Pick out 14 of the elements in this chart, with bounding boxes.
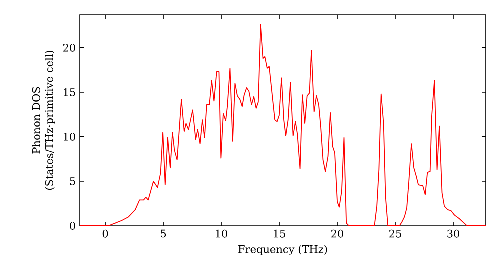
x-tick-label: 10 (216, 230, 228, 238)
y-tick-label: 0 (70, 222, 76, 230)
x-tick-label: 5 (161, 230, 166, 238)
y-axis-title: Phonon DOS (States/THz·primitive cell) (32, 50, 56, 190)
y-tick-label: 10 (64, 132, 76, 141)
x-tick-label: 0 (102, 230, 108, 238)
x-axis-title: Frequency (THz) (238, 245, 328, 256)
y-tick-label: 15 (64, 88, 76, 96)
x-tick-label: 15 (274, 230, 286, 238)
x-tick-label: 20 (332, 230, 344, 238)
x-tick-label: 30 (448, 230, 460, 238)
y-tick-label: 5 (70, 178, 76, 186)
x-tick-label: 25 (390, 230, 402, 238)
y-tick-label: 20 (63, 44, 76, 52)
